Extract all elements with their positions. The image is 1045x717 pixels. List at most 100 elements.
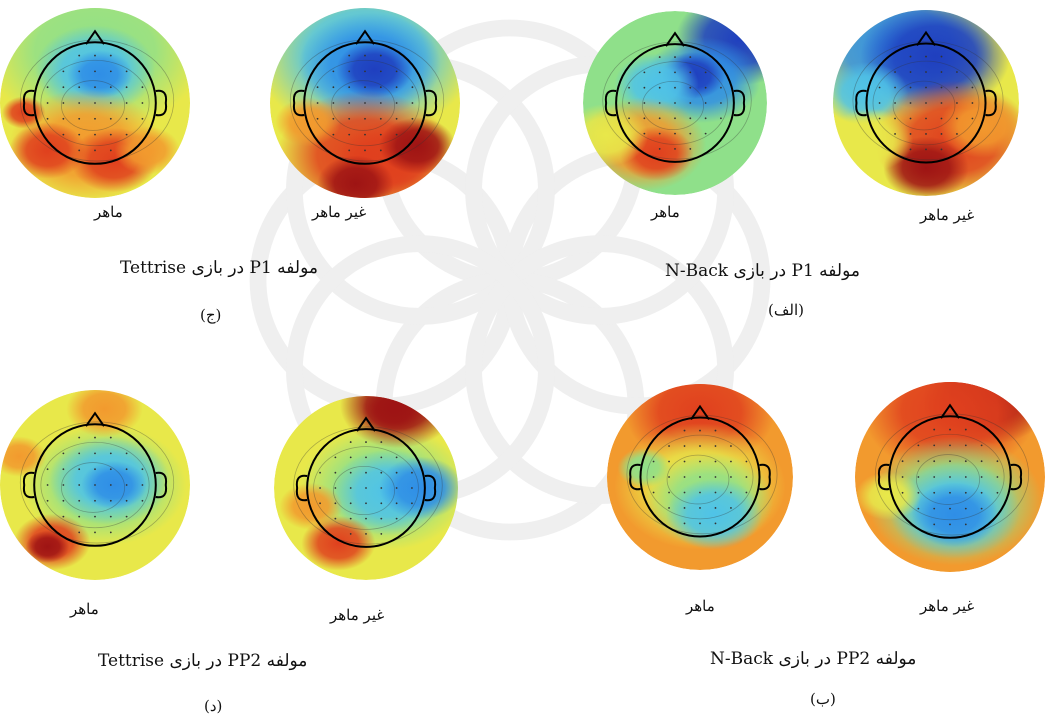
electrode-dot: [933, 507, 936, 510]
electrode-dot: [349, 471, 352, 474]
contour-line: [872, 60, 980, 146]
activity-region: [855, 471, 922, 521]
electrode-dot: [395, 471, 398, 474]
electrode-dot: [628, 86, 630, 89]
electrode-dot: [319, 487, 321, 489]
electrode-dot: [689, 117, 692, 120]
electrode-dot: [125, 70, 128, 73]
electrode-dot: [364, 117, 366, 120]
electrode-dot: [894, 133, 896, 135]
electrode-dot: [364, 149, 366, 152]
electrode-dot: [956, 86, 958, 89]
electrode-dot: [94, 515, 96, 518]
electrode-dot: [125, 515, 128, 518]
electrode-dot: [714, 460, 717, 463]
electrode-dot: [109, 86, 112, 89]
electrode-dot: [689, 56, 692, 58]
electrode-dot: [334, 517, 337, 520]
activity-region: [378, 456, 458, 520]
activity-region: [25, 530, 70, 563]
electrode-dot: [940, 133, 943, 135]
electrode-dot: [141, 86, 144, 89]
electrode-dot: [94, 484, 96, 486]
electrode-dot: [980, 491, 983, 494]
electrode-dot: [46, 468, 49, 471]
contour-line: [289, 39, 445, 162]
activity-region: [81, 460, 147, 510]
contour-line: [19, 39, 175, 162]
electrode-dot: [332, 117, 335, 120]
electrode-dot: [334, 456, 337, 459]
electrode-dot: [730, 476, 732, 478]
head-outline: [604, 31, 746, 163]
contour-line: [626, 414, 778, 535]
electrode-dot: [349, 456, 352, 459]
electrode-dot: [909, 133, 912, 135]
electrode-dot: [62, 117, 65, 120]
electrode-dot: [901, 476, 904, 478]
electrode-dot: [332, 133, 335, 136]
electrode-dot: [933, 444, 936, 447]
electrode-dot: [395, 70, 398, 73]
contour-line: [622, 61, 728, 145]
electrode-dot: [316, 102, 319, 104]
electrode-dot: [940, 71, 943, 73]
electrode-dot: [683, 522, 686, 525]
contour-line: [642, 80, 704, 131]
activity-region: [66, 390, 143, 438]
electrode-dot: [894, 86, 896, 89]
contour-line: [61, 462, 125, 513]
electrode-dot: [878, 102, 881, 104]
electrode-dot: [349, 533, 352, 535]
electrode-dot: [364, 70, 366, 73]
electrode-dot: [94, 133, 96, 136]
activity-region: [665, 478, 763, 550]
electrode-dot: [652, 491, 655, 494]
electrode-dot: [364, 133, 366, 136]
caption-b: مولفه PP2 در بازی N-Back: [710, 649, 917, 669]
electrode-dot: [62, 468, 65, 471]
electrode-dot: [689, 86, 692, 89]
electrode-dot: [909, 71, 912, 73]
electrode-dot: [109, 515, 112, 518]
caption-d: مولفه PP2 در بازی Tettrise: [98, 651, 308, 671]
electrode-dot: [379, 117, 382, 120]
electrode-dot: [334, 471, 337, 474]
electrode-dot: [894, 117, 896, 120]
electrode-dot: [964, 507, 967, 510]
electrode-dot: [643, 132, 646, 135]
electrode-dot: [94, 86, 96, 89]
electrode-dot: [689, 102, 692, 104]
contour-line: [40, 441, 150, 529]
electrode-dot: [730, 460, 732, 463]
electrode-dot: [62, 484, 65, 486]
head-outline: [292, 29, 438, 165]
electrode-dot: [109, 133, 112, 136]
electrode-dot: [348, 117, 351, 120]
electrode-dot: [395, 456, 398, 459]
electrode-dot: [925, 102, 927, 104]
electrode-dot: [364, 102, 366, 104]
electrode-dot: [940, 86, 943, 89]
electrode-dot: [395, 133, 398, 136]
electrode-dot: [62, 70, 65, 73]
electrode-dot: [683, 429, 686, 432]
contour-line: [19, 421, 175, 544]
contour-line: [916, 454, 980, 505]
electrode-dot: [316, 86, 319, 89]
electrode-dot: [380, 441, 383, 443]
electrode-dot: [109, 149, 112, 152]
contour-line: [895, 433, 1005, 521]
electrode-dot: [141, 484, 144, 486]
electrode-dot: [925, 86, 927, 89]
electrode-dot: [674, 117, 676, 120]
electrode-dot: [980, 476, 983, 478]
electrode-dot: [699, 476, 701, 478]
label-expert-d: ماهر: [70, 600, 99, 618]
electrode-dot: [379, 102, 382, 104]
electrode-dot: [78, 452, 81, 455]
electrode-dot: [109, 452, 112, 455]
contour-line: [602, 41, 752, 160]
electrode-dot: [628, 102, 630, 104]
electrode-dot: [365, 517, 367, 520]
